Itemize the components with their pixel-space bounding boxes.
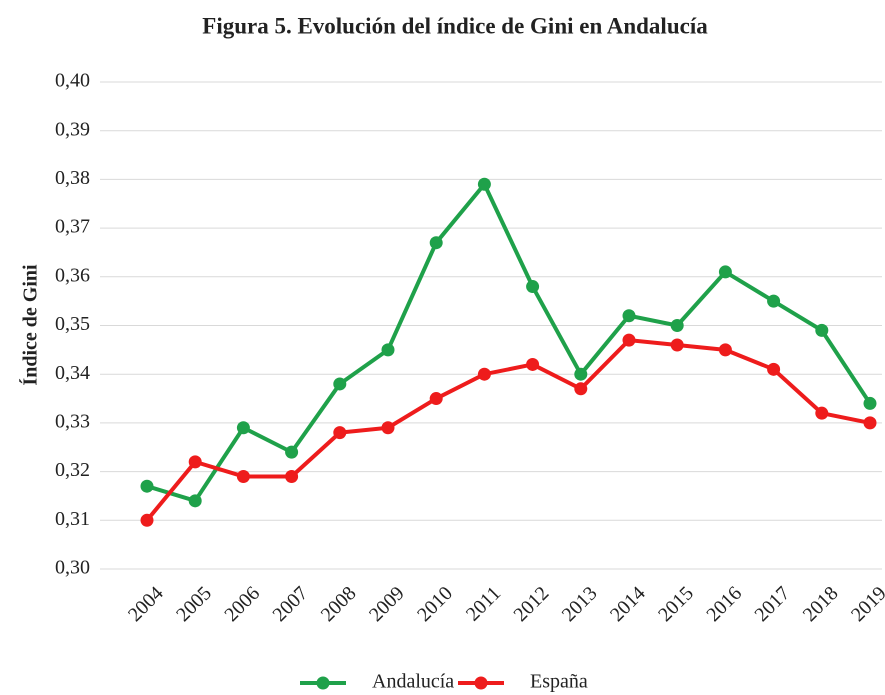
point: [767, 362, 781, 376]
point: [863, 416, 877, 430]
point: [718, 265, 732, 279]
point: [526, 357, 540, 371]
legend-marker: [474, 676, 488, 690]
point: [718, 343, 732, 357]
point: [236, 421, 250, 435]
point: [477, 367, 491, 381]
point: [574, 382, 588, 396]
x-tick-label: 2008: [317, 582, 361, 626]
x-tick-label: 2018: [799, 582, 843, 626]
y-tick-label: 0,40: [55, 70, 90, 92]
point: [574, 367, 588, 381]
point: [526, 280, 540, 294]
x-tick-label: 2012: [510, 582, 554, 626]
y-tick-label: 0,32: [55, 459, 90, 481]
point: [767, 294, 781, 308]
point: [381, 421, 395, 435]
point: [863, 396, 877, 410]
x-tick-label: 2006: [220, 582, 264, 626]
y-tick-label: 0,38: [55, 167, 90, 189]
point: [429, 392, 443, 406]
y-axis-label: Índice de Gini: [19, 264, 42, 386]
x-tick-label: 2016: [702, 582, 746, 626]
x-tick-label: 2011: [462, 582, 505, 625]
point: [429, 236, 443, 250]
x-tick-label: 2017: [751, 582, 795, 626]
point: [333, 426, 347, 440]
y-tick-label: 0,39: [55, 118, 90, 140]
point: [236, 469, 250, 483]
y-tick-label: 0,33: [55, 410, 90, 432]
x-tick-label: 2015: [654, 582, 698, 626]
point: [188, 455, 202, 469]
point: [670, 338, 684, 352]
y-tick-label: 0,30: [55, 557, 90, 579]
x-tick-label: 2005: [172, 582, 216, 626]
y-tick-label: 0,34: [55, 362, 90, 384]
point: [285, 469, 299, 483]
point: [622, 333, 636, 347]
series-line: [145, 338, 871, 522]
x-tick-label: 2009: [365, 582, 409, 626]
legend-marker: [316, 676, 330, 690]
legend-label: Andalucía: [372, 671, 454, 693]
x-tick-label: 2010: [413, 582, 457, 626]
y-tick-label: 0,37: [55, 216, 90, 238]
point: [140, 479, 154, 493]
point: [670, 319, 684, 332]
point: [285, 445, 299, 459]
y-tick-label: 0,31: [55, 508, 90, 530]
point: [381, 343, 395, 357]
point: [188, 494, 202, 508]
x-tick-label: 2013: [558, 582, 602, 626]
point: [622, 309, 636, 323]
chart-title: Figura 5. Evolución del índice de Gini e…: [202, 13, 708, 38]
series-line: [146, 182, 872, 503]
point: [815, 406, 829, 420]
x-tick-label: 2014: [606, 582, 650, 626]
point: [333, 377, 347, 391]
point: [477, 177, 491, 191]
x-tick-label: 2007: [269, 582, 313, 626]
point: [815, 323, 829, 337]
y-tick-label: 0,35: [55, 313, 90, 335]
legend-label: España: [530, 671, 588, 693]
y-tick-label: 0,36: [55, 264, 90, 286]
x-tick-label: 2019: [847, 582, 885, 626]
x-tick-label: 2004: [124, 582, 168, 626]
point: [140, 513, 154, 527]
